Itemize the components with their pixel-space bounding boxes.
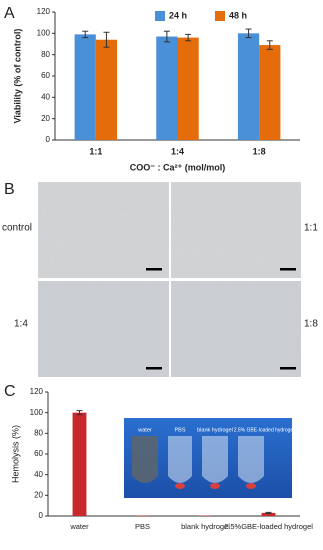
bar [156, 36, 178, 140]
inset-label: 2.5% GBE-loaded hydrogel [234, 427, 295, 433]
inset-label: blank hydrogel [197, 427, 233, 433]
tube [202, 436, 228, 483]
panel-label: C [4, 383, 16, 400]
scale-bar [280, 268, 296, 271]
y-axis-label: Hemolysis (%) [10, 425, 20, 483]
y-tick-label: 0 [39, 511, 44, 520]
pellet [210, 483, 220, 489]
micrograph-label: control [2, 223, 32, 234]
bar [135, 515, 150, 516]
panel-label: A [4, 5, 15, 22]
bar [72, 412, 87, 516]
legend-swatch [215, 11, 225, 21]
x-tick-label: PBS [135, 522, 150, 531]
x-tick-label: blank hydrogel [181, 522, 230, 531]
x-tick-label: 1:1 [89, 146, 102, 156]
x-tick-label: 1:8 [253, 146, 266, 156]
y-tick-label: 120 [37, 7, 51, 16]
pellet [175, 483, 185, 489]
panel-label: B [4, 181, 15, 198]
micrograph-texture [38, 182, 169, 278]
tube [238, 436, 264, 483]
micrograph-label: 1:1 [304, 223, 318, 234]
bar [177, 37, 199, 140]
y-tick-label: 40 [34, 470, 43, 479]
micrographs [38, 182, 301, 377]
y-tick-label: 80 [41, 50, 50, 59]
bar [259, 45, 281, 140]
y-tick-label: 100 [37, 28, 51, 37]
x-tick-label: 2.5%GBE-loaded hydrogel [224, 522, 313, 531]
x-tick-label: 1:4 [171, 146, 184, 156]
y-axis-label: Viability (% of control) [12, 29, 22, 124]
legend-label: 24 h [169, 10, 187, 20]
bar [237, 33, 260, 141]
inset-label: water [137, 427, 152, 433]
y-tick-label: 60 [41, 71, 50, 80]
tube [132, 436, 158, 483]
micrograph-texture [38, 281, 169, 377]
x-axis-label: COO⁻ : Ca²⁺ (mol/mol) [130, 162, 226, 172]
bar [261, 512, 276, 516]
legend-label: 48 h [229, 10, 247, 20]
micrograph-label: 1:4 [14, 319, 28, 330]
bar [95, 39, 118, 140]
legend-swatch [155, 11, 165, 21]
tube [168, 436, 192, 483]
y-tick-label: 20 [41, 114, 50, 123]
y-tick-label: 20 [34, 490, 43, 499]
micrograph-label: 1:8 [304, 319, 318, 330]
scale-bar [146, 367, 162, 370]
bar [198, 515, 213, 516]
x-tick-label: water [69, 522, 89, 531]
scale-bar [146, 268, 162, 271]
y-tick-label: 0 [46, 135, 51, 144]
bar [74, 34, 96, 140]
y-tick-label: 80 [34, 428, 43, 437]
y-tick-label: 60 [34, 449, 43, 458]
y-tick-label: 120 [30, 387, 44, 396]
scale-bar [280, 367, 296, 370]
y-tick-label: 100 [30, 408, 44, 417]
micrograph-texture [171, 182, 301, 278]
inset-photo [124, 418, 292, 498]
micrograph-texture [171, 281, 301, 377]
pellet [246, 483, 256, 489]
y-tick-label: 40 [41, 92, 50, 101]
inset-label: PBS [174, 427, 185, 433]
